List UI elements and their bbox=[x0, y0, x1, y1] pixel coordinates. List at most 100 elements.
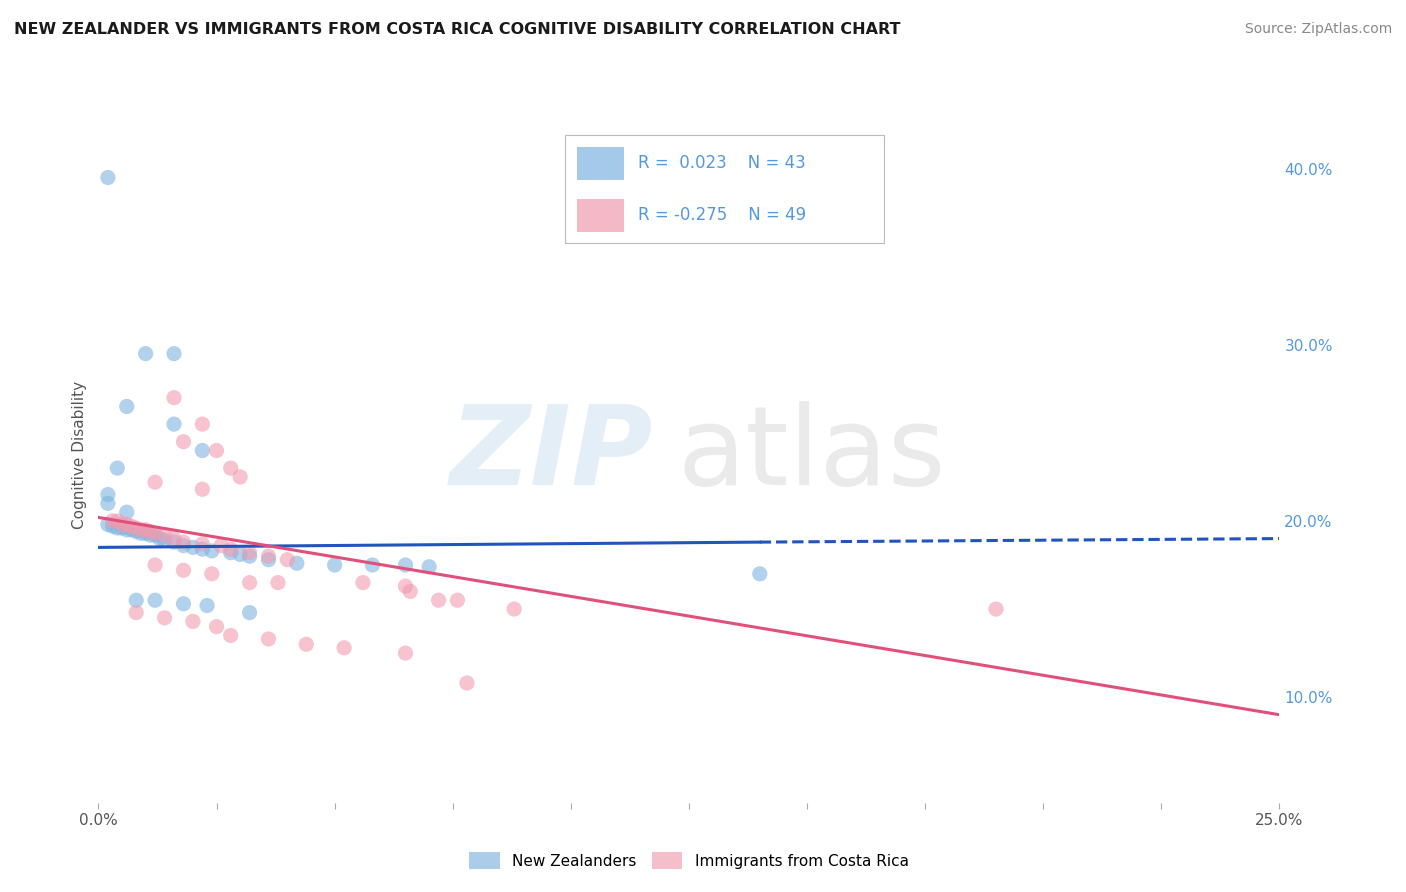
Point bbox=[97, 487, 120, 501]
Point bbox=[149, 532, 172, 546]
Point bbox=[446, 593, 468, 607]
Point bbox=[456, 676, 478, 690]
Point bbox=[143, 526, 166, 541]
Point bbox=[191, 537, 214, 551]
Point bbox=[239, 606, 262, 620]
Legend: New Zealanders, Immigrants from Costa Rica: New Zealanders, Immigrants from Costa Ri… bbox=[463, 846, 915, 875]
Point bbox=[418, 559, 440, 574]
FancyBboxPatch shape bbox=[576, 199, 624, 232]
Point bbox=[135, 526, 157, 541]
Point bbox=[172, 434, 194, 449]
Point bbox=[205, 443, 228, 458]
Point bbox=[143, 475, 166, 490]
Point bbox=[181, 615, 204, 629]
Point bbox=[239, 575, 262, 590]
Point bbox=[115, 505, 138, 519]
Point bbox=[239, 546, 262, 560]
Point bbox=[257, 632, 280, 646]
Point bbox=[503, 602, 526, 616]
Text: R =  0.023    N = 43: R = 0.023 N = 43 bbox=[638, 153, 806, 171]
Point bbox=[229, 470, 252, 484]
Point bbox=[121, 519, 143, 533]
Y-axis label: Cognitive Disability: Cognitive Disability bbox=[72, 381, 87, 529]
Point bbox=[97, 496, 120, 510]
Point bbox=[333, 640, 356, 655]
Point bbox=[125, 524, 148, 539]
Point bbox=[352, 575, 374, 590]
Point bbox=[205, 620, 228, 634]
Point bbox=[105, 461, 128, 475]
Point bbox=[163, 391, 186, 405]
Point bbox=[163, 535, 186, 549]
Point bbox=[394, 579, 416, 593]
Point bbox=[172, 539, 194, 553]
Point bbox=[153, 611, 176, 625]
Point bbox=[229, 548, 252, 562]
Text: atlas: atlas bbox=[678, 401, 946, 508]
Point bbox=[143, 593, 166, 607]
Point bbox=[97, 170, 120, 185]
Point bbox=[135, 523, 157, 537]
Point bbox=[121, 523, 143, 537]
Point bbox=[163, 532, 186, 546]
Point bbox=[111, 521, 134, 535]
Point bbox=[105, 521, 128, 535]
Point bbox=[111, 517, 134, 532]
Point bbox=[748, 566, 770, 581]
Point bbox=[172, 597, 194, 611]
Point bbox=[105, 514, 128, 528]
Point bbox=[191, 417, 214, 431]
Point bbox=[153, 528, 176, 542]
Point bbox=[257, 552, 280, 566]
Text: ZIP: ZIP bbox=[450, 401, 654, 508]
Point bbox=[135, 346, 157, 360]
Point bbox=[219, 546, 242, 560]
FancyBboxPatch shape bbox=[565, 135, 884, 243]
Point bbox=[115, 517, 138, 532]
Point bbox=[143, 528, 166, 542]
Point bbox=[191, 443, 214, 458]
Point bbox=[101, 519, 124, 533]
Point bbox=[267, 575, 290, 590]
Text: R = -0.275    N = 49: R = -0.275 N = 49 bbox=[638, 206, 806, 224]
Point bbox=[201, 544, 224, 558]
Point bbox=[394, 646, 416, 660]
Point bbox=[219, 628, 242, 642]
FancyBboxPatch shape bbox=[576, 146, 624, 180]
Point bbox=[129, 523, 152, 537]
Point bbox=[143, 558, 166, 572]
Point bbox=[125, 593, 148, 607]
Point bbox=[191, 483, 214, 497]
Point bbox=[219, 542, 242, 557]
Point bbox=[361, 558, 384, 572]
Point bbox=[285, 556, 308, 570]
Point bbox=[129, 526, 152, 541]
Point bbox=[172, 563, 194, 577]
Point bbox=[394, 558, 416, 572]
Point bbox=[115, 523, 138, 537]
Text: NEW ZEALANDER VS IMMIGRANTS FROM COSTA RICA COGNITIVE DISABILITY CORRELATION CHA: NEW ZEALANDER VS IMMIGRANTS FROM COSTA R… bbox=[14, 22, 901, 37]
Text: Source: ZipAtlas.com: Source: ZipAtlas.com bbox=[1244, 22, 1392, 37]
Point bbox=[125, 521, 148, 535]
Point bbox=[153, 533, 176, 548]
Point bbox=[984, 602, 1007, 616]
Point bbox=[195, 599, 218, 613]
Point bbox=[115, 400, 138, 414]
Point bbox=[427, 593, 450, 607]
Point bbox=[101, 514, 124, 528]
Point bbox=[323, 558, 346, 572]
Point bbox=[181, 541, 204, 555]
Point bbox=[172, 535, 194, 549]
Point bbox=[399, 584, 422, 599]
Point bbox=[209, 539, 232, 553]
Point bbox=[201, 566, 224, 581]
Point bbox=[163, 417, 186, 431]
Point bbox=[219, 461, 242, 475]
Point bbox=[97, 517, 120, 532]
Point bbox=[139, 528, 162, 542]
Point bbox=[295, 637, 318, 651]
Point bbox=[191, 542, 214, 557]
Point bbox=[163, 346, 186, 360]
Point bbox=[239, 549, 262, 564]
Point bbox=[139, 524, 162, 539]
